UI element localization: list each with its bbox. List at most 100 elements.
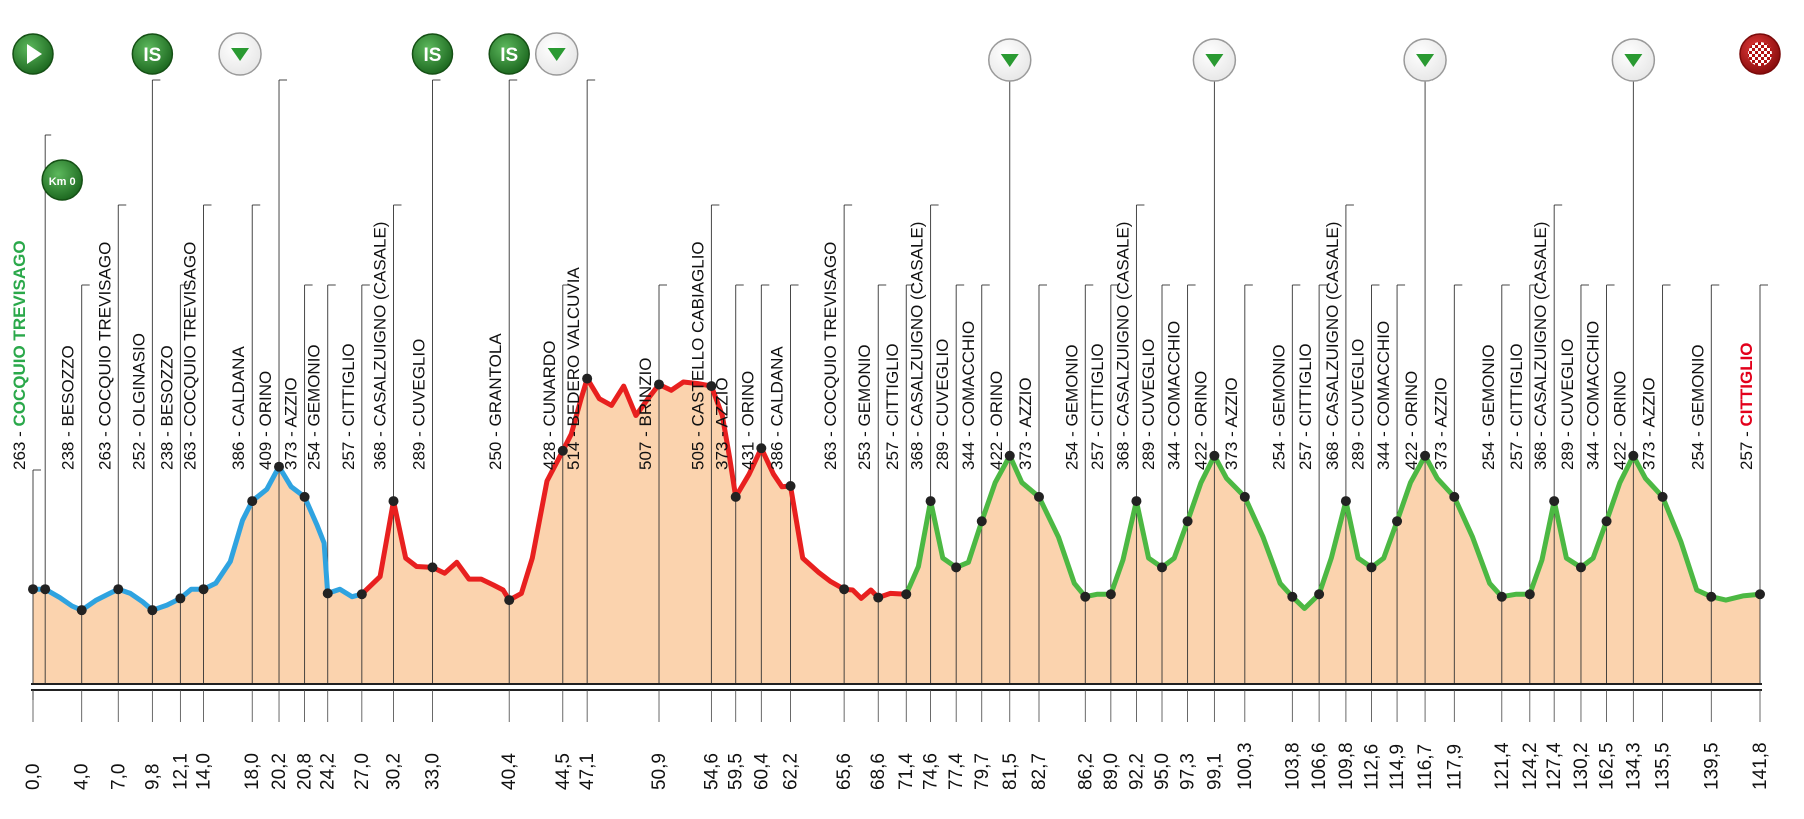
- waypoint-label: 238 - BESOZZO: [157, 345, 176, 470]
- waypoint-dot: [322, 588, 333, 599]
- km-tick-label: 20,8: [295, 753, 316, 790]
- waypoint-label: 373 - AZZIO: [713, 377, 732, 470]
- mountain-gpm-icon: [988, 38, 1032, 82]
- waypoint-dot: [1004, 450, 1015, 461]
- waypoint-label: 368 - CASALZUIGNO (CASALE): [1323, 222, 1342, 470]
- waypoint-dot: [1366, 562, 1377, 573]
- waypoint-label: 252 - OLGINASIO: [129, 333, 148, 470]
- gpm-triangle-glyph: [1624, 54, 1643, 67]
- waypoint-label: 422 - ORINO: [987, 371, 1006, 470]
- waypoint-dot: [274, 461, 285, 472]
- waypoint-dot: [147, 605, 158, 616]
- km-tick-label: 30,2: [384, 753, 405, 790]
- waypoint-dot: [1314, 589, 1325, 600]
- km-tick-label: 127,4: [1544, 742, 1565, 790]
- waypoint-dot: [1524, 589, 1535, 600]
- km-tick-label: 7,0: [108, 764, 129, 790]
- waypoint-label: 344 - COMACCHIO: [1584, 321, 1603, 470]
- waypoint-label: 422 - ORINO: [1610, 371, 1629, 470]
- waypoint-label: 257 - CITTIGLIO: [1737, 342, 1756, 470]
- gpm-triangle-glyph: [1000, 54, 1019, 67]
- waypoint-label: 289 - CUVEGLIO: [933, 339, 952, 470]
- waypoint-dot: [1420, 450, 1431, 461]
- km-tick-label: 121,4: [1492, 742, 1513, 790]
- waypoint-dot: [1706, 591, 1717, 602]
- waypoint-label: 263 - COCQUIO TREVISAGO: [821, 242, 840, 470]
- waypoint-dot: [1549, 496, 1560, 507]
- km-tick-label: 18,0: [242, 753, 263, 790]
- waypoint-dot: [1575, 562, 1586, 573]
- waypoint-dot: [1239, 491, 1250, 502]
- waypoint-dot: [1182, 516, 1193, 527]
- waypoint-dot: [976, 516, 987, 527]
- km-tick-label: 9,8: [142, 764, 163, 790]
- waypoint-label: 238 - BESOZZO: [59, 345, 78, 470]
- sprint-badge-text: IS: [423, 45, 441, 66]
- sprint-badge-text: IS: [143, 45, 161, 66]
- waypoint-label: 250 - GRANTOLA: [486, 333, 505, 470]
- waypoint-dot: [1449, 491, 1460, 502]
- km-tick-label: 89,0: [1101, 753, 1122, 790]
- km-tick-label: 60,4: [751, 753, 772, 790]
- waypoint-label: 422 - ORINO: [1191, 371, 1210, 470]
- km0-badge-text: Km 0: [49, 176, 76, 188]
- sprint-badge-circle: [411, 33, 454, 75]
- waypoint-dot: [504, 595, 515, 606]
- km-tick-label: 79,7: [972, 753, 993, 790]
- km-tick-label: 33,0: [422, 753, 443, 790]
- waypoint-label: 257 - CITTIGLIO: [883, 343, 902, 470]
- waypoint-dot: [76, 605, 87, 616]
- waypoint-dot: [1131, 496, 1142, 507]
- waypoint-dot: [198, 584, 209, 595]
- waypoint-label: 373 - AZZIO: [1222, 377, 1241, 470]
- profile-badges: Km 0 IS IS IS: [12, 32, 1781, 201]
- waypoint-dot: [427, 562, 438, 573]
- intermediate-sprint-icon: IS: [131, 33, 174, 75]
- km-tick-label: 116,7: [1415, 744, 1436, 790]
- waypoint-label: 263 - COCQUIO TREVISAGO: [10, 240, 29, 470]
- waypoint-label: 386 - CALDANA: [229, 346, 248, 470]
- waypoint-label: 263 - COCQUIO TREVISAGO: [95, 242, 114, 470]
- gpm-triangle-glyph: [547, 48, 566, 61]
- waypoint-dot: [388, 496, 399, 507]
- km-tick-label: 106,6: [1309, 742, 1330, 790]
- km-tick-label: 117,9: [1444, 744, 1465, 790]
- km-tick-label: 139,5: [1701, 742, 1722, 790]
- waypoint-label: 257 - CITTIGLIO: [1088, 343, 1107, 470]
- waypoint-label: 344 - COMACCHIO: [959, 321, 978, 470]
- sprint-badge-text: IS: [500, 45, 518, 66]
- waypoint-dot: [785, 480, 796, 491]
- mountain-gpm-icon: [534, 32, 579, 76]
- waypoint-label: 344 - COMACCHIO: [1165, 321, 1184, 470]
- km-tick-label: 40,4: [499, 753, 520, 790]
- waypoint-dot: [1601, 516, 1612, 527]
- km-tick-label: 47,1: [577, 753, 598, 790]
- waypoint-label: 422 - ORINO: [1402, 371, 1421, 470]
- km-tick-label: 62,2: [781, 753, 802, 790]
- waypoint-label: 514 - BEDERO VALCUVIA: [564, 267, 583, 470]
- km-tick-label: 95,0: [1152, 753, 1173, 790]
- km-tick-label: 103,8: [1282, 742, 1303, 790]
- waypoint-dot: [756, 443, 767, 454]
- waypoint-label: 254 - GEMONIO: [1688, 344, 1707, 470]
- waypoint-dot: [1755, 589, 1765, 600]
- waypoint-dot: [557, 445, 568, 456]
- km-tick-label: 27,0: [352, 753, 373, 790]
- km-tick-label: 97,3: [1178, 753, 1199, 790]
- gpm-triangle-glyph: [1205, 54, 1224, 67]
- waypoint-label: 505 - CASTELLO CABIAGLIO: [688, 241, 707, 470]
- waypoint-dot: [1657, 491, 1668, 502]
- km-tick-label: 74,6: [921, 753, 942, 790]
- waypoint-dot: [654, 379, 665, 390]
- waypoint-dot: [730, 491, 741, 502]
- waypoint-label: 507 - BRINZIO: [636, 358, 655, 470]
- km-tick-label: 86,2: [1075, 753, 1096, 790]
- km-tick-label: 59,5: [726, 753, 747, 790]
- sprint-badge-circle: [131, 33, 174, 75]
- waypoint-label: 289 - CUVEGLIO: [409, 339, 428, 470]
- km-tick-label: 44,5: [553, 753, 574, 790]
- gpm-triangle-glyph: [1416, 54, 1435, 67]
- km0-badge-icon: Km 0: [41, 159, 83, 201]
- km-tick-label: 109,8: [1336, 742, 1357, 790]
- gpm-triangle-glyph: [231, 48, 250, 61]
